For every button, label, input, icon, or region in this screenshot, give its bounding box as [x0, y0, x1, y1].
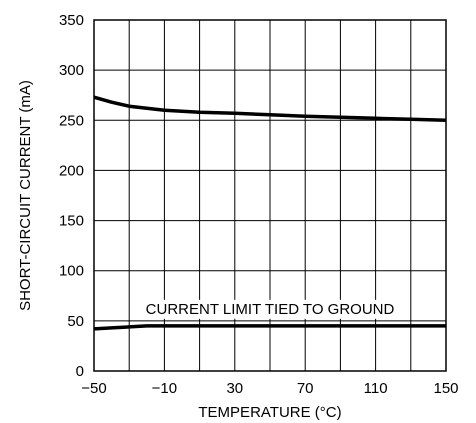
y-tick-label: 300	[59, 62, 84, 79]
x-tick-label: 70	[297, 380, 314, 397]
x-tick-labels: −50 −10 30 70 110 150	[81, 380, 458, 397]
y-tick-label: 200	[59, 162, 84, 179]
x-tick-label: −50	[81, 380, 106, 397]
annotation-label: CURRENT LIMIT TIED TO GROUND	[146, 301, 395, 318]
y-tick-label: 150	[59, 213, 84, 230]
x-tick-label: 150	[433, 380, 458, 397]
y-tick-label: 100	[59, 263, 84, 280]
x-tick-label: 110	[364, 380, 388, 397]
series-group	[93, 95, 447, 331]
x-tick-label: 30	[226, 380, 243, 397]
y-tick-label: 0	[76, 363, 84, 380]
y-axis-label: SHORT-CIRCUIT CURRENT (mA)	[17, 80, 34, 311]
x-axis-label: TEMPERATURE (°C)	[198, 404, 341, 421]
y-tick-label: 350	[59, 12, 84, 29]
y-tick-label: 50	[67, 313, 84, 330]
y-tick-labels: 0 50 100 150 200 250 300 350	[59, 12, 84, 380]
annotation-group: CURRENT LIMIT TIED TO GROUND	[141, 299, 399, 319]
y-tick-label: 250	[59, 112, 84, 129]
annotation-background	[141, 299, 399, 319]
series-line-1	[93, 95, 447, 123]
plot-frame	[93, 19, 447, 372]
series-line-2	[93, 324, 446, 331]
x-tick-label: −10	[152, 380, 177, 397]
